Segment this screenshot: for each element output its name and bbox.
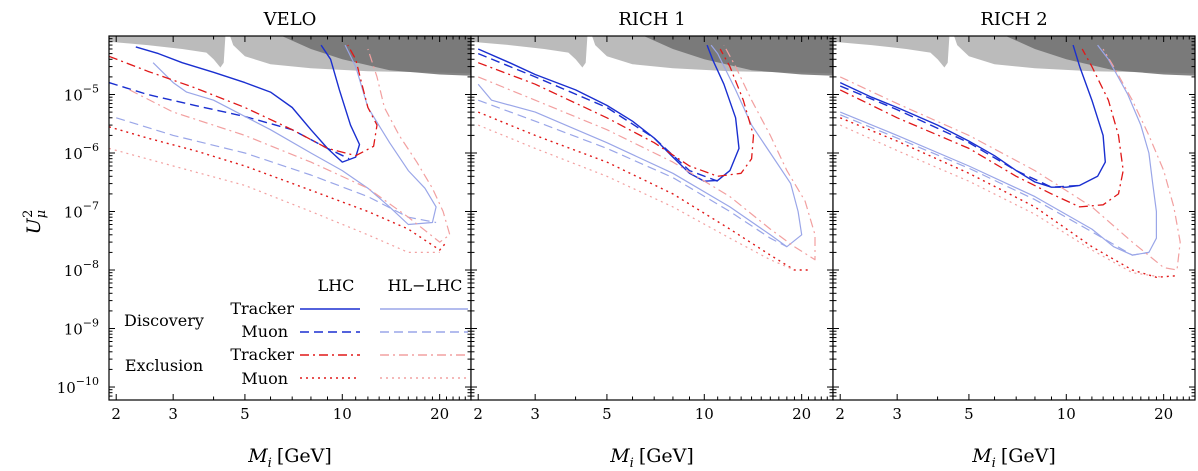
x-axis-label-panel-1: Mi [GeV] <box>247 445 332 471</box>
x-tick-label: 3 <box>892 405 902 423</box>
panel-title: RICH 2 <box>980 9 1047 30</box>
chart-panel-2: 2 3 5 10 20 RICH 1 <box>470 9 834 423</box>
series-discovery-tracker-hllhc <box>152 44 437 226</box>
plot-area <box>471 36 833 400</box>
plot-area <box>833 36 1195 400</box>
y-axis-label-sub: μ <box>34 210 49 218</box>
y-ticks: 10−10 10−9 10−8 10−7 10−6 10−5 <box>57 35 471 401</box>
y-tick-label: 10−9 <box>64 317 99 339</box>
y-axis-label: Uμ2 <box>21 210 49 235</box>
x-tick-label: 10 <box>1057 405 1076 423</box>
x-tick-label: 2 <box>111 405 121 423</box>
legend-group-exclusion: Exclusion <box>125 356 203 375</box>
x-axis-label-sub: i <box>992 456 996 471</box>
x-axis-label-panel-3: Mi [GeV] <box>971 445 1056 471</box>
x-tick-label: 5 <box>964 405 974 423</box>
excluded-region-light <box>833 36 950 68</box>
legend-group-discovery: Discovery <box>124 311 204 330</box>
excluded-region-light <box>109 36 226 68</box>
svg-text:Mi[GeV]: Mi [GeV] <box>609 445 694 471</box>
series-discovery-tracker-lhc <box>839 44 1106 188</box>
x-ticks: 2 3 5 10 20 <box>111 36 466 423</box>
series-exclusion-tracker-hllhc <box>839 48 1181 271</box>
plot-frame <box>832 35 1196 401</box>
legend-swatches <box>300 308 468 379</box>
plot-content <box>471 36 833 271</box>
y-axis-label-base: U <box>23 217 45 234</box>
excluded-region-dark <box>643 36 833 76</box>
chart-panel-3: 2 3 5 10 20 RICH 2 <box>832 9 1196 423</box>
legend-row-tracker: Tracker <box>230 299 294 318</box>
legend-col-hllhc: HL−LHC <box>388 276 463 295</box>
y-tick-label: 10−8 <box>64 258 99 280</box>
panel-title: RICH 1 <box>618 9 685 30</box>
x-ticks: 2 3 5 10 20 <box>835 36 1190 423</box>
legend-row-muon: Muon <box>241 322 288 341</box>
series-discovery-muon-hllhc <box>477 99 788 248</box>
panels-layer: 2 3 5 10 20 10−10 10−9 10−8 10−7 10−6 10−5 VELO 2 3 5 1… <box>57 9 1196 423</box>
series-discovery-tracker-hllhc <box>839 44 1157 256</box>
series-discovery-tracker-lhc <box>477 44 740 182</box>
series-discovery-muon-hllhc <box>839 114 1149 256</box>
x-tick-label: 10 <box>695 405 714 423</box>
x-axis-label-base: M <box>609 445 630 467</box>
x-tick-label: 10 <box>333 405 352 423</box>
series-exclusion-muon-hllhc <box>477 124 795 271</box>
excluded-region-dark <box>1005 36 1195 76</box>
y-tick-label: 10−7 <box>64 200 99 222</box>
panel-title: VELO <box>263 9 317 30</box>
y-axis-label-sup: 2 <box>21 210 36 218</box>
chart-panel-1: 2 3 5 10 20 10−10 10−9 10−8 10−7 10−6 10−5 VELO <box>57 9 472 423</box>
x-ticks: 2 3 5 10 20 <box>473 36 828 423</box>
x-axis-label-unit: [GeV] <box>277 445 332 467</box>
series-exclusion-tracker-hllhc <box>477 44 816 261</box>
y-tick-label: 10−6 <box>64 141 99 163</box>
x-tick-label: 2 <box>473 405 483 423</box>
y-ticks <box>833 35 1195 401</box>
legend-row-muon: Muon <box>241 369 288 388</box>
x-tick-label: 3 <box>530 405 540 423</box>
x-axis-label-base: M <box>247 445 268 467</box>
series-exclusion-muon-hllhc <box>109 147 440 253</box>
x-tick-label: 2 <box>835 405 845 423</box>
series-exclusion-tracker-lhc <box>839 48 1124 208</box>
svg-text:Mi[GeV]: Mi [GeV] <box>971 445 1056 471</box>
series-discovery-tracker-hllhc <box>477 44 803 248</box>
x-axis-label-sub: i <box>268 456 272 471</box>
x-tick-label: 20 <box>792 405 811 423</box>
plot-content <box>109 36 471 253</box>
x-tick-label: 3 <box>168 405 178 423</box>
legend-col-lhc: LHC <box>318 276 355 295</box>
x-tick-label: 20 <box>1154 405 1173 423</box>
plot-content <box>833 36 1195 278</box>
x-axis-label-unit: [GeV] <box>1001 445 1056 467</box>
x-axis-label-base: M <box>971 445 992 467</box>
x-tick-label: 5 <box>240 405 250 423</box>
series-exclusion-tracker-lhc <box>109 44 378 157</box>
series-exclusion-muon-lhc <box>109 126 448 251</box>
excluded-region-dark <box>281 36 471 76</box>
series-exclusion-muon-lhc <box>477 111 809 271</box>
x-axis-label-panel-2: Mi [GeV] <box>609 445 694 471</box>
legend: LHC HL−LHC Discovery Exclusion Tracker M… <box>124 276 468 388</box>
x-tick-label: 20 <box>430 405 449 423</box>
svg-text:Mi[GeV]: Mi [GeV] <box>247 445 332 471</box>
x-axis-label-sub: i <box>630 456 634 471</box>
series-discovery-muon-lhc <box>839 85 1080 188</box>
excluded-region-light <box>471 36 588 68</box>
x-tick-label: 5 <box>602 405 612 423</box>
x-axis-label-unit: [GeV] <box>639 445 694 467</box>
y-tick-label: 10−5 <box>64 83 99 105</box>
y-tick-label: 10−10 <box>57 375 99 397</box>
legend-row-tracker: Tracker <box>230 345 294 364</box>
series-discovery-tracker-lhc <box>135 44 361 163</box>
